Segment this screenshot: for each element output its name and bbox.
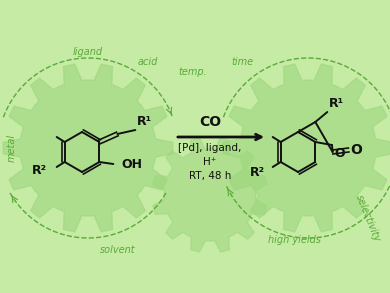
Polygon shape (3, 64, 173, 232)
Text: O: O (334, 147, 345, 160)
Polygon shape (153, 138, 267, 252)
Text: R¹: R¹ (137, 115, 152, 128)
Text: RT, 48 h: RT, 48 h (189, 171, 231, 181)
Text: R²: R² (250, 166, 265, 178)
Text: solvent: solvent (100, 245, 136, 255)
Text: R²: R² (32, 163, 47, 176)
Text: OH: OH (121, 158, 142, 171)
Text: CO: CO (199, 115, 221, 129)
Text: [Pd], ligand,: [Pd], ligand, (178, 143, 242, 153)
Text: ligand: ligand (73, 47, 103, 57)
Text: time: time (231, 57, 253, 67)
Text: selectivity: selectivity (354, 193, 382, 243)
Text: O: O (351, 143, 363, 157)
Polygon shape (223, 64, 390, 232)
Text: temp.: temp. (179, 67, 207, 77)
Text: acid: acid (138, 57, 158, 67)
Text: metal: metal (7, 134, 17, 162)
Text: R¹: R¹ (329, 97, 344, 110)
Text: H⁺: H⁺ (203, 157, 216, 167)
Text: high yields: high yields (268, 235, 321, 245)
